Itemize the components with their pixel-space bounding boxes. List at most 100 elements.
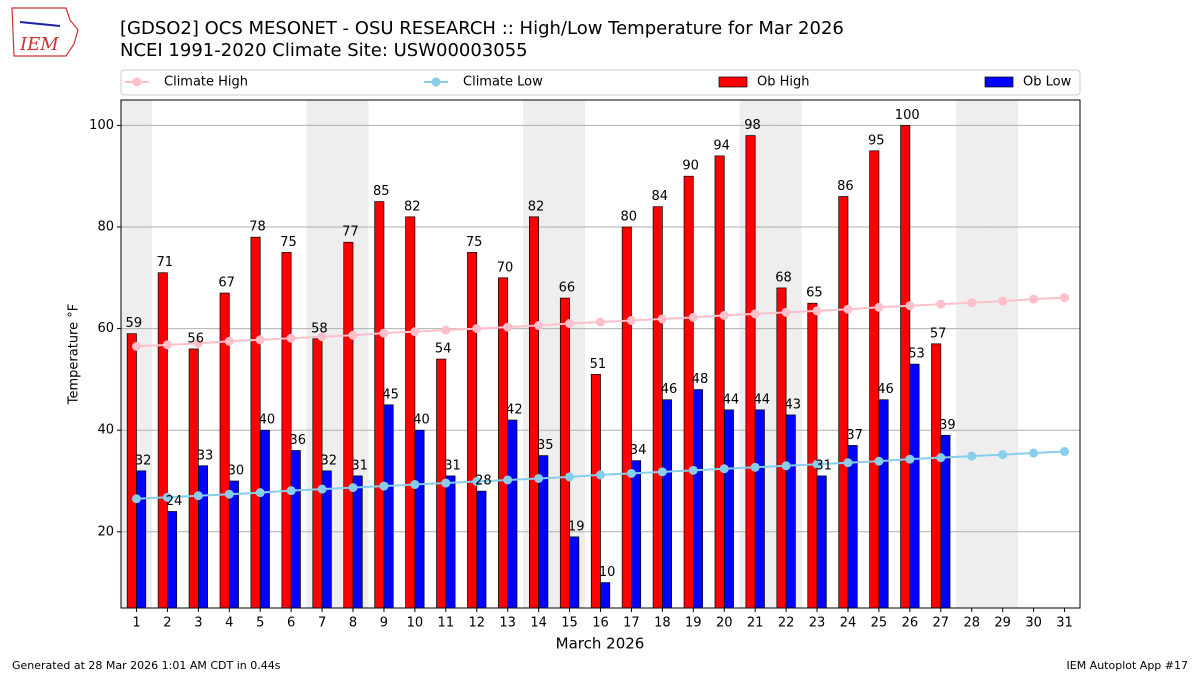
bar [631, 460, 642, 609]
climate-marker [441, 478, 451, 488]
data-label: 42 [506, 403, 523, 418]
data-label: 56 [187, 331, 204, 346]
plot-frame [120, 99, 1081, 609]
data-label: 40 [259, 413, 276, 428]
data-label: 45 [382, 387, 399, 402]
climate-marker [719, 310, 729, 320]
data-label: 68 [775, 270, 792, 285]
x-tick-label: 19 [685, 616, 702, 631]
bar [816, 475, 827, 609]
y-tick-label: 100 [89, 118, 114, 133]
climate-marker [657, 467, 667, 477]
climate-marker [596, 317, 605, 327]
x-tick-label: 28 [963, 616, 980, 631]
x-tick-label: 4 [225, 616, 233, 631]
data-label: 46 [661, 382, 678, 397]
x-tick-label: 8 [349, 616, 357, 631]
climate-marker [967, 451, 977, 461]
legend-label: Ob Low [1023, 75, 1072, 90]
data-label: 34 [630, 443, 647, 458]
climate-marker [534, 473, 544, 483]
data-label: 66 [559, 281, 576, 296]
bar [476, 490, 487, 609]
x-tick-label: 3 [194, 616, 202, 631]
x-tick-label: 29 [994, 616, 1011, 631]
climate-marker [1060, 293, 1070, 303]
climate-marker [286, 333, 296, 343]
bar [343, 241, 354, 609]
x-tick-label: 18 [654, 616, 671, 631]
data-label: 98 [744, 118, 761, 133]
climate-marker [472, 477, 482, 487]
x-tick-label: 10 [407, 616, 424, 631]
climate-marker [750, 462, 760, 472]
climate-marker [348, 483, 358, 493]
bar [600, 582, 611, 609]
climate-marker [162, 340, 172, 350]
legend-marker [132, 77, 142, 87]
x-tick-label: 31 [1056, 616, 1073, 631]
weekend-shade [987, 100, 1019, 608]
x-tick-label: 21 [747, 616, 764, 631]
legend-swatch [718, 76, 748, 88]
bar [931, 343, 942, 609]
data-label: 75 [466, 235, 483, 250]
climate-marker [1060, 447, 1070, 457]
climate-marker [255, 488, 265, 498]
bar [188, 348, 199, 609]
climate-marker [410, 327, 420, 337]
data-label: 90 [682, 159, 699, 174]
climate-marker [131, 341, 141, 351]
bar [900, 125, 911, 609]
climate-marker [565, 319, 575, 329]
climate-marker [472, 324, 482, 334]
data-label: 58 [311, 321, 328, 336]
data-label: 54 [435, 342, 452, 357]
data-label: 30 [228, 464, 245, 479]
x-tick-label: 12 [468, 616, 485, 631]
data-label: 24 [166, 494, 183, 509]
climate-marker [688, 465, 698, 475]
data-label: 95 [868, 133, 885, 148]
bar [878, 399, 889, 609]
x-tick-label: 17 [623, 616, 640, 631]
climate-marker [1029, 294, 1039, 304]
climate-marker [874, 302, 884, 312]
data-label: 48 [692, 372, 709, 387]
data-label: 86 [837, 179, 854, 194]
data-label: 31 [444, 458, 461, 473]
x-tick-label: 2 [163, 616, 171, 631]
bar [383, 404, 394, 609]
bar [723, 409, 734, 609]
y-tick-label: 60 [97, 321, 114, 336]
data-label: 43 [784, 397, 801, 412]
chart-subtitle: NCEI 1991-2020 Climate Site: USW00003055 [120, 40, 528, 61]
bar [569, 536, 580, 609]
legend-marker [431, 77, 441, 87]
climate-marker [874, 456, 884, 466]
climate-marker [503, 322, 513, 332]
data-label: 37 [846, 428, 863, 443]
climate-marker [750, 309, 760, 319]
legend-swatch [984, 76, 1014, 88]
data-label: 46 [877, 382, 894, 397]
bar [507, 419, 518, 609]
x-tick-label: 9 [380, 616, 388, 631]
x-tick-label: 14 [530, 616, 547, 631]
logo-shape [11, 7, 79, 57]
climate-marker [503, 475, 513, 485]
bar [290, 450, 301, 609]
climate-marker [781, 461, 791, 471]
data-label: 75 [280, 235, 297, 250]
climate-marker [905, 301, 915, 311]
data-label: 31 [815, 458, 832, 473]
climate-marker [936, 299, 946, 309]
bar [259, 429, 270, 609]
climate-marker [534, 321, 544, 331]
climate-marker [905, 454, 915, 464]
bar [714, 155, 725, 609]
x-tick-label: 15 [561, 616, 578, 631]
data-label: 82 [528, 199, 545, 214]
data-label: 39 [939, 418, 956, 433]
